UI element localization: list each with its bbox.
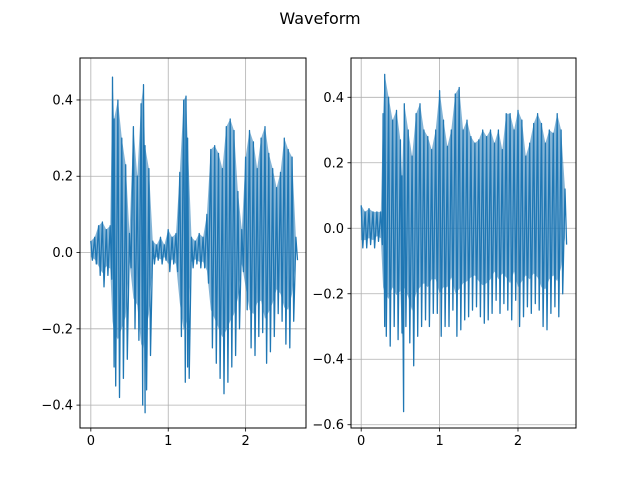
left-ytick-label-1: −0.2 [41,322,73,337]
right-xtick-label-0: 0 [357,434,365,449]
right-xtick-label-2: 2 [514,434,522,449]
left-xtick-label-2: 2 [241,434,249,449]
left-xtick-label-0: 0 [87,434,95,449]
right-ytick-label-0: −0.6 [312,418,344,433]
right-axes-frame [350,57,577,429]
right-ytick-label-2: −0.2 [312,287,344,302]
right-ytick-label-5: 0.4 [323,91,344,106]
left-ytick-label-3: 0.2 [52,170,73,185]
left-waveform-series-0 [90,76,299,414]
left-ytick-label-4: 0.4 [52,93,73,108]
right-ytick-label-3: 0.0 [323,222,344,237]
right-xtick-label-1: 1 [435,434,443,449]
left-ytick-label-2: 0.0 [52,246,73,261]
figure-title: Waveform [279,9,360,28]
right-waveform-series-0 [360,73,568,413]
left-ytick-label-0: −0.4 [41,399,73,414]
right-ytick-label-4: 0.2 [323,156,344,171]
right-ytick-label-1: −0.4 [312,353,344,368]
left-subplot: 0 1 2 −0.4 −0.2 0.0 0.2 0.4 [41,57,307,449]
left-axes-frame [79,57,307,429]
right-subplot: 0 1 2 −0.6 −0.4 −0.2 0.0 0.2 0.4 [312,57,577,449]
left-xtick-label-1: 1 [164,434,172,449]
